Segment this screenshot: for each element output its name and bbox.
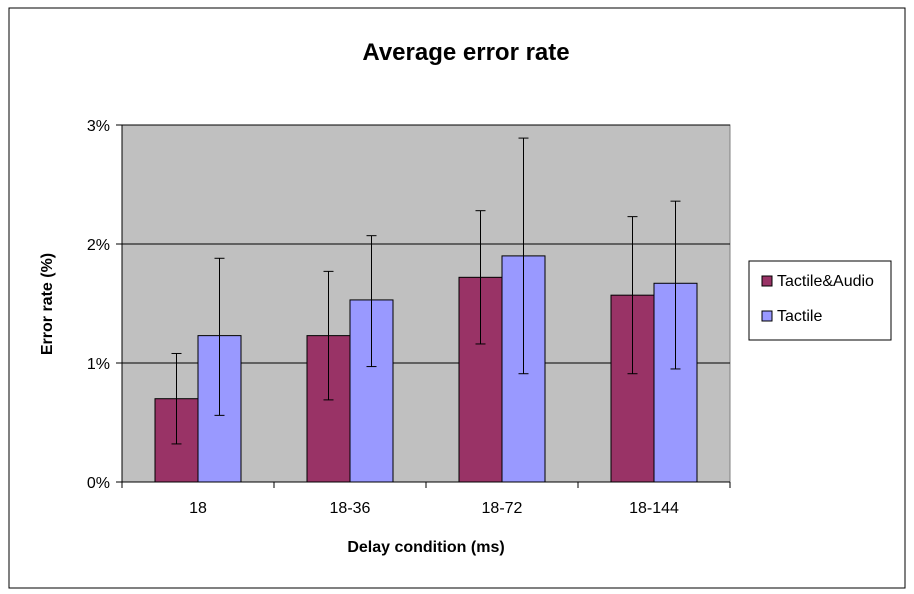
error-bars-group xyxy=(171,137,681,445)
y-tick-label: 0% xyxy=(87,475,110,492)
legend-label: Tactile xyxy=(777,308,822,325)
axes-group xyxy=(116,124,731,488)
y-tick-labels: 0% 1% 2% 3% xyxy=(87,118,110,492)
chart-title: Average error rate xyxy=(362,39,569,66)
legend-swatch xyxy=(761,275,773,287)
x-tick-label: 18 xyxy=(189,500,207,517)
x-tick-label: 18-36 xyxy=(330,500,371,517)
legend-label: Tactile&Audio xyxy=(777,273,874,290)
x-tick-label: 18-72 xyxy=(482,500,523,517)
y-tick-label: 2% xyxy=(87,237,110,254)
legend-swatch xyxy=(761,310,773,322)
y-tick-label: 3% xyxy=(87,118,110,135)
legend-box xyxy=(748,260,892,341)
legend: Tactile&Audio Tactile xyxy=(748,260,892,341)
x-tick-labels: 18 18-36 18-72 18-144 xyxy=(189,500,679,517)
y-tick-label: 1% xyxy=(87,356,110,373)
y-axis-label: Error rate (%) xyxy=(39,253,56,355)
x-tick-label: 18-144 xyxy=(629,500,679,517)
x-axis-label: Delay condition (ms) xyxy=(347,539,504,556)
